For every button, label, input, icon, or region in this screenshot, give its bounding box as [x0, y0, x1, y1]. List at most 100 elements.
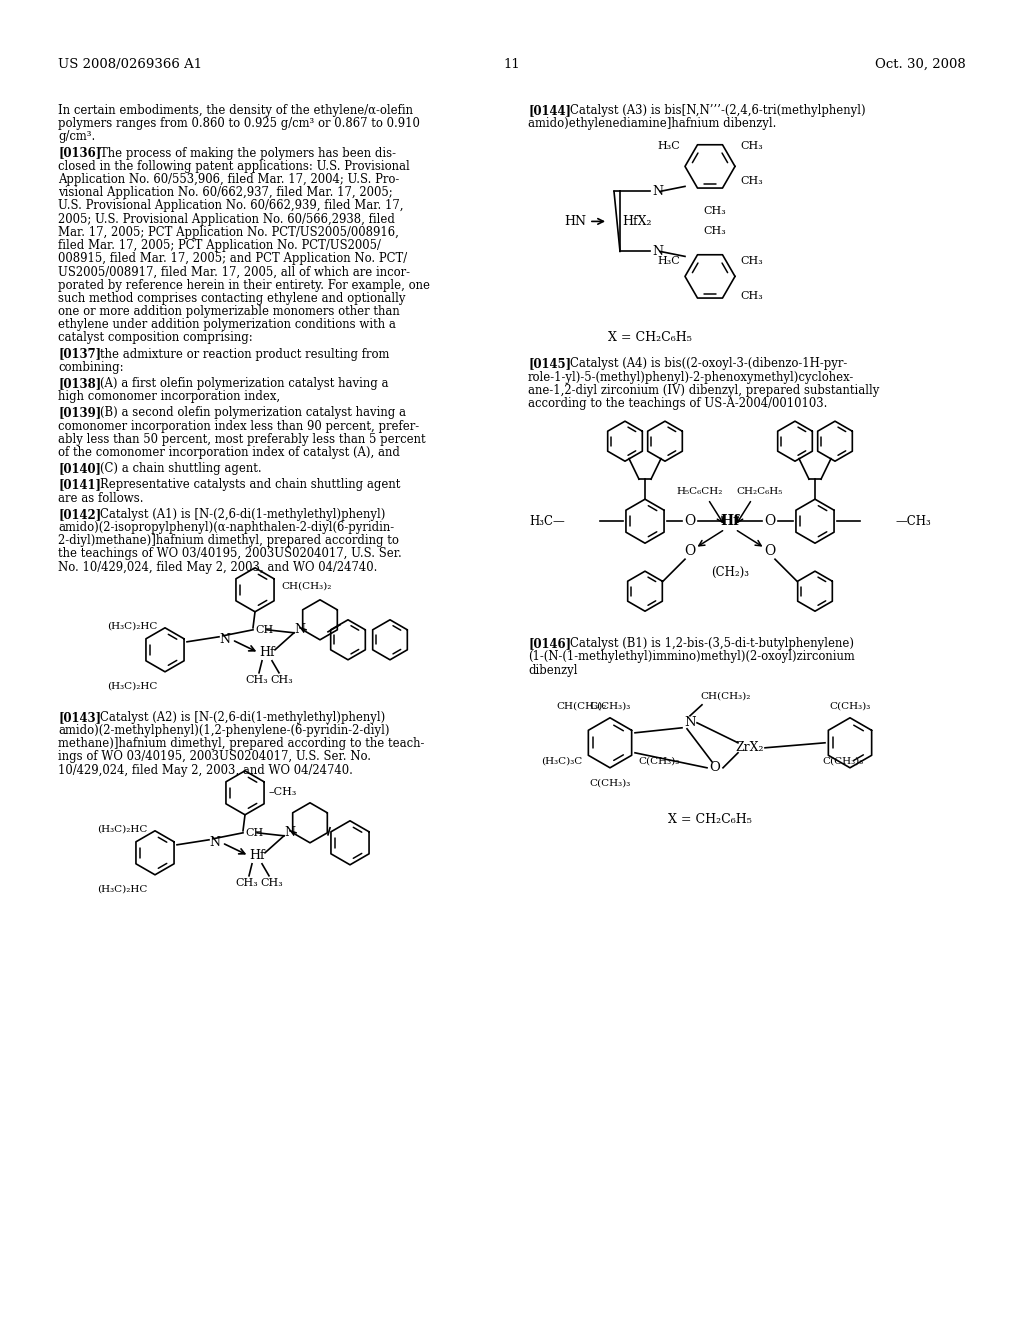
Text: C(CH₃)₃: C(CH₃)₃: [590, 779, 631, 788]
Text: CH₃: CH₃: [740, 177, 763, 186]
Text: No. 10/429,024, filed May 2, 2003, and WO 04/24740.: No. 10/429,024, filed May 2, 2003, and W…: [58, 561, 378, 574]
Text: one or more addition polymerizable monomers other than: one or more addition polymerizable monom…: [58, 305, 399, 318]
Text: ZrX₂: ZrX₂: [736, 742, 764, 754]
Text: N: N: [285, 826, 296, 840]
Text: of the comonomer incorporation index of catalyst (A), and: of the comonomer incorporation index of …: [58, 446, 400, 459]
Text: O: O: [764, 515, 775, 528]
Text: CH(CH₃)₂: CH(CH₃)₂: [281, 582, 332, 591]
Text: [0142]: [0142]: [58, 508, 101, 521]
Text: Hf: Hf: [259, 647, 274, 659]
Text: —CH₃: —CH₃: [895, 515, 931, 528]
Text: methane)]hafnium dimethyl, prepared according to the teach-: methane)]hafnium dimethyl, prepared acco…: [58, 737, 424, 750]
Text: 11: 11: [504, 58, 520, 71]
Text: comonomer incorporation index less than 90 percent, prefer-: comonomer incorporation index less than …: [58, 420, 419, 433]
Text: (CH₂)₃: (CH₂)₃: [711, 566, 749, 579]
Text: The process of making the polymers has been dis-: The process of making the polymers has b…: [100, 147, 396, 160]
Text: Catalyst (A3) is bis[N,N’’’-(2,4,6-tri(methylphenyl): Catalyst (A3) is bis[N,N’’’-(2,4,6-tri(m…: [570, 104, 865, 117]
Text: Catalyst (A1) is [N-(2,6-di(1-methylethyl)phenyl): Catalyst (A1) is [N-(2,6-di(1-methylethy…: [100, 508, 385, 521]
Text: N: N: [684, 717, 696, 729]
Text: (B) a second olefin polymerization catalyst having a: (B) a second olefin polymerization catal…: [100, 407, 406, 420]
Text: CH₃: CH₃: [246, 675, 268, 685]
Text: polymers ranges from 0.860 to 0.925 g/cm³ or 0.867 to 0.910: polymers ranges from 0.860 to 0.925 g/cm…: [58, 117, 420, 131]
Text: CH₂C₆H₅: CH₂C₆H₅: [737, 487, 783, 496]
Text: [0136]: [0136]: [58, 147, 101, 160]
Text: the admixture or reaction product resulting from: the admixture or reaction product result…: [100, 347, 389, 360]
Text: (1-(N-(1-methylethyl)immino)methyl)(2-oxoyl)zirconium: (1-(N-(1-methylethyl)immino)methyl)(2-ox…: [528, 651, 855, 664]
Text: CH: CH: [245, 828, 263, 838]
Text: N: N: [295, 623, 305, 636]
Text: Catalyst (A4) is bis((2-oxoyl-3-(dibenzo-1H-pyr-: Catalyst (A4) is bis((2-oxoyl-3-(dibenzo…: [570, 358, 847, 371]
Text: filed Mar. 17, 2005; PCT Application No. PCT/US2005/: filed Mar. 17, 2005; PCT Application No.…: [58, 239, 381, 252]
Text: CH₃: CH₃: [703, 206, 726, 216]
Text: H₅C₆CH₂: H₅C₆CH₂: [677, 487, 723, 496]
Text: [0139]: [0139]: [58, 407, 101, 420]
Text: HfX₂: HfX₂: [622, 215, 651, 228]
Text: Representative catalysts and chain shuttling agent: Representative catalysts and chain shutt…: [100, 478, 400, 491]
Text: such method comprises contacting ethylene and optionally: such method comprises contacting ethylen…: [58, 292, 406, 305]
Text: ably less than 50 percent, most preferably less than 5 percent: ably less than 50 percent, most preferab…: [58, 433, 426, 446]
Text: [0143]: [0143]: [58, 710, 101, 723]
Text: the teachings of WO 03/40195, 2003US0204017, U.S. Ser.: the teachings of WO 03/40195, 2003US0204…: [58, 548, 401, 561]
Text: In certain embodiments, the density of the ethylene/α-olefin: In certain embodiments, the density of t…: [58, 104, 413, 117]
Text: catalyst composition comprising:: catalyst composition comprising:: [58, 331, 253, 345]
Text: H₃C: H₃C: [657, 256, 680, 267]
Text: [0138]: [0138]: [58, 378, 101, 389]
Text: O: O: [764, 544, 775, 558]
Text: Application No. 60/553,906, filed Mar. 17, 2004; U.S. Pro-: Application No. 60/553,906, filed Mar. 1…: [58, 173, 399, 186]
Text: CH₃: CH₃: [236, 878, 258, 888]
Text: Hf: Hf: [249, 849, 265, 862]
Text: amido)(2-methylphenyl)(1,2-phenylene-(6-pyridin-2-diyl): amido)(2-methylphenyl)(1,2-phenylene-(6-…: [58, 723, 389, 737]
Text: C(CH₃)₃: C(CH₃)₃: [822, 756, 863, 766]
Text: Mar. 17, 2005; PCT Application No. PCT/US2005/008916,: Mar. 17, 2005; PCT Application No. PCT/U…: [58, 226, 399, 239]
Text: (H₃C)₂HC: (H₃C)₂HC: [96, 884, 147, 894]
Text: 008915, filed Mar. 17, 2005; and PCT Application No. PCT/: 008915, filed Mar. 17, 2005; and PCT App…: [58, 252, 408, 265]
Text: (H₃C)₂HC: (H₃C)₂HC: [106, 622, 157, 631]
Text: ane-1,2-diyl zirconium (IV) dibenzyl, prepared substantially: ane-1,2-diyl zirconium (IV) dibenzyl, pr…: [528, 384, 880, 397]
Text: CH(CH₃)₂: CH(CH₃)₂: [557, 702, 607, 710]
Text: 2-diyl)methane)]hafnium dimethyl, prepared according to: 2-diyl)methane)]hafnium dimethyl, prepar…: [58, 535, 399, 548]
Text: (H₃C)₂HC: (H₃C)₂HC: [106, 682, 157, 690]
Text: (H₃C)₂HC: (H₃C)₂HC: [96, 825, 147, 834]
Text: (H₃C)₃C: (H₃C)₃C: [541, 756, 582, 766]
Text: [0141]: [0141]: [58, 478, 101, 491]
Text: amido)ethylenediamine]hafnium dibenzyl.: amido)ethylenediamine]hafnium dibenzyl.: [528, 117, 776, 131]
Text: [0144]: [0144]: [528, 104, 571, 117]
Text: U.S. Provisional Application No. 60/662,939, filed Mar. 17,: U.S. Provisional Application No. 60/662,…: [58, 199, 403, 213]
Text: CH₃: CH₃: [703, 227, 726, 236]
Text: g/cm³.: g/cm³.: [58, 131, 95, 144]
Text: US 2008/0269366 A1: US 2008/0269366 A1: [58, 58, 202, 71]
Text: CH: CH: [255, 624, 273, 635]
Text: [0140]: [0140]: [58, 462, 101, 475]
Text: Catalyst (A2) is [N-(2,6-di(1-methylethyl)phenyl): Catalyst (A2) is [N-(2,6-di(1-methylethy…: [100, 710, 385, 723]
Text: ings of WO 03/40195, 2003US0204017, U.S. Ser. No.: ings of WO 03/40195, 2003US0204017, U.S.…: [58, 750, 371, 763]
Text: HN: HN: [564, 215, 586, 228]
Text: CH₃: CH₃: [270, 675, 293, 685]
Text: US2005/008917, filed Mar. 17, 2005, all of which are incor-: US2005/008917, filed Mar. 17, 2005, all …: [58, 265, 410, 279]
Text: C(CH₃)₃: C(CH₃)₃: [638, 756, 679, 766]
Text: Catalyst (B1) is 1,2-bis-(3,5-di-t-butylphenylene): Catalyst (B1) is 1,2-bis-(3,5-di-t-butyl…: [570, 638, 854, 651]
Text: O: O: [710, 762, 721, 775]
Text: N: N: [652, 246, 663, 257]
Text: visional Application No. 60/662,937, filed Mar. 17, 2005;: visional Application No. 60/662,937, fil…: [58, 186, 392, 199]
Text: CH(CH₃)₂: CH(CH₃)₂: [700, 692, 751, 701]
Text: (C) a chain shuttling agent.: (C) a chain shuttling agent.: [100, 462, 261, 475]
Text: role-1-yl)-5-(methyl)phenyl)-2-phenoxymethyl)cyclohex-: role-1-yl)-5-(methyl)phenyl)-2-phenoxyme…: [528, 371, 854, 384]
Text: CH₃: CH₃: [261, 878, 284, 888]
Text: Oct. 30, 2008: Oct. 30, 2008: [876, 58, 966, 71]
Text: [0137]: [0137]: [58, 347, 101, 360]
Text: are as follows.: are as follows.: [58, 491, 143, 504]
Text: amido)(2-isopropylphenyl)(α-naphthalen-2-diyl(6-pyridin-: amido)(2-isopropylphenyl)(α-naphthalen-2…: [58, 521, 394, 535]
Text: 2005; U.S. Provisional Application No. 60/566,2938, filed: 2005; U.S. Provisional Application No. 6…: [58, 213, 395, 226]
Text: dibenzyl: dibenzyl: [528, 664, 578, 677]
Text: C(CH₃)₃: C(CH₃)₃: [590, 702, 631, 710]
Text: N: N: [652, 185, 663, 198]
Text: CH₃: CH₃: [740, 292, 763, 301]
Text: X = CH₂C₆H₅: X = CH₂C₆H₅: [608, 331, 692, 345]
Text: high comonomer incorporation index,: high comonomer incorporation index,: [58, 391, 281, 403]
Text: N: N: [219, 634, 230, 647]
Text: porated by reference herein in their entirety. For example, one: porated by reference herein in their ent…: [58, 279, 430, 292]
Text: –CH₃: –CH₃: [269, 787, 297, 797]
Text: combining:: combining:: [58, 360, 124, 374]
Text: ethylene under addition polymerization conditions with a: ethylene under addition polymerization c…: [58, 318, 396, 331]
Text: [0146]: [0146]: [528, 638, 571, 651]
